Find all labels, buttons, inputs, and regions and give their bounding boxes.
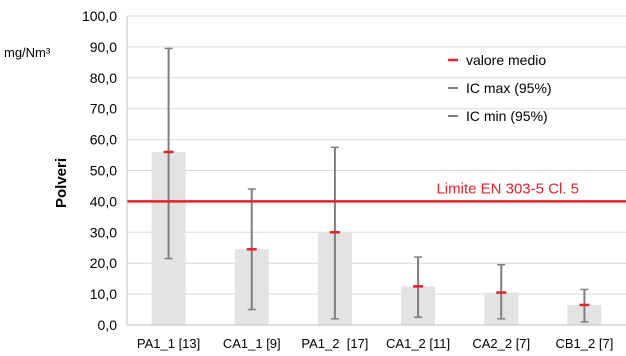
axes xyxy=(126,16,626,326)
x-tick-label: PA1_1 [13] xyxy=(137,336,200,351)
y-tick-label: 60,0 xyxy=(90,132,117,148)
x-tick-label: CA2_2 [7] xyxy=(472,336,530,351)
y-tick-label: 40,0 xyxy=(90,193,117,209)
x-tick-label: CA1_2 [11] xyxy=(386,336,450,351)
unit-label: mg/Nm³ xyxy=(4,45,51,60)
x-tick-label: CB1_2 [7] xyxy=(556,336,614,351)
gridlines xyxy=(127,15,626,295)
y-tick-label: 20,0 xyxy=(90,255,117,271)
limit-label: Limite EN 303-5 Cl. 5 xyxy=(436,180,579,197)
y-tick-label: 70,0 xyxy=(90,101,117,117)
legend-label: IC min (95%) xyxy=(466,108,548,124)
y-tick-labels: 0,0 10,0 20,0 30,0 40,0 50,0 60,0 70,0 80,0 90,0 1… xyxy=(82,8,117,333)
y-tick-label: 30,0 xyxy=(90,224,117,240)
y-tick-label: 50,0 xyxy=(90,163,117,179)
x-tick-labels: PA1_1 [13] CA1_1 [9] PA1_2 [17] CA1_2 [11] C… xyxy=(137,336,613,351)
y-axis-label: Polveri xyxy=(53,158,70,208)
error-bars xyxy=(163,47,590,323)
y-tick-label: 10,0 xyxy=(90,286,117,302)
y-tick-label: 90,0 xyxy=(90,39,117,55)
legend: valore medio IC max (95%) IC min (95%) xyxy=(448,52,552,124)
y-tick-label: 100,0 xyxy=(82,8,117,24)
legend-label: IC max (95%) xyxy=(466,80,552,96)
x-tick-label: CA1_1 [9] xyxy=(223,336,281,351)
y-tick-label: 0,0 xyxy=(98,317,118,333)
bars xyxy=(151,151,602,325)
legend-label: valore medio xyxy=(466,52,546,68)
y-tick-label: 80,0 xyxy=(90,70,117,86)
limit-line-group: Limite EN 303-5 Cl. 5 xyxy=(127,180,626,203)
x-tick-label: PA1_2 [17] xyxy=(301,336,368,351)
